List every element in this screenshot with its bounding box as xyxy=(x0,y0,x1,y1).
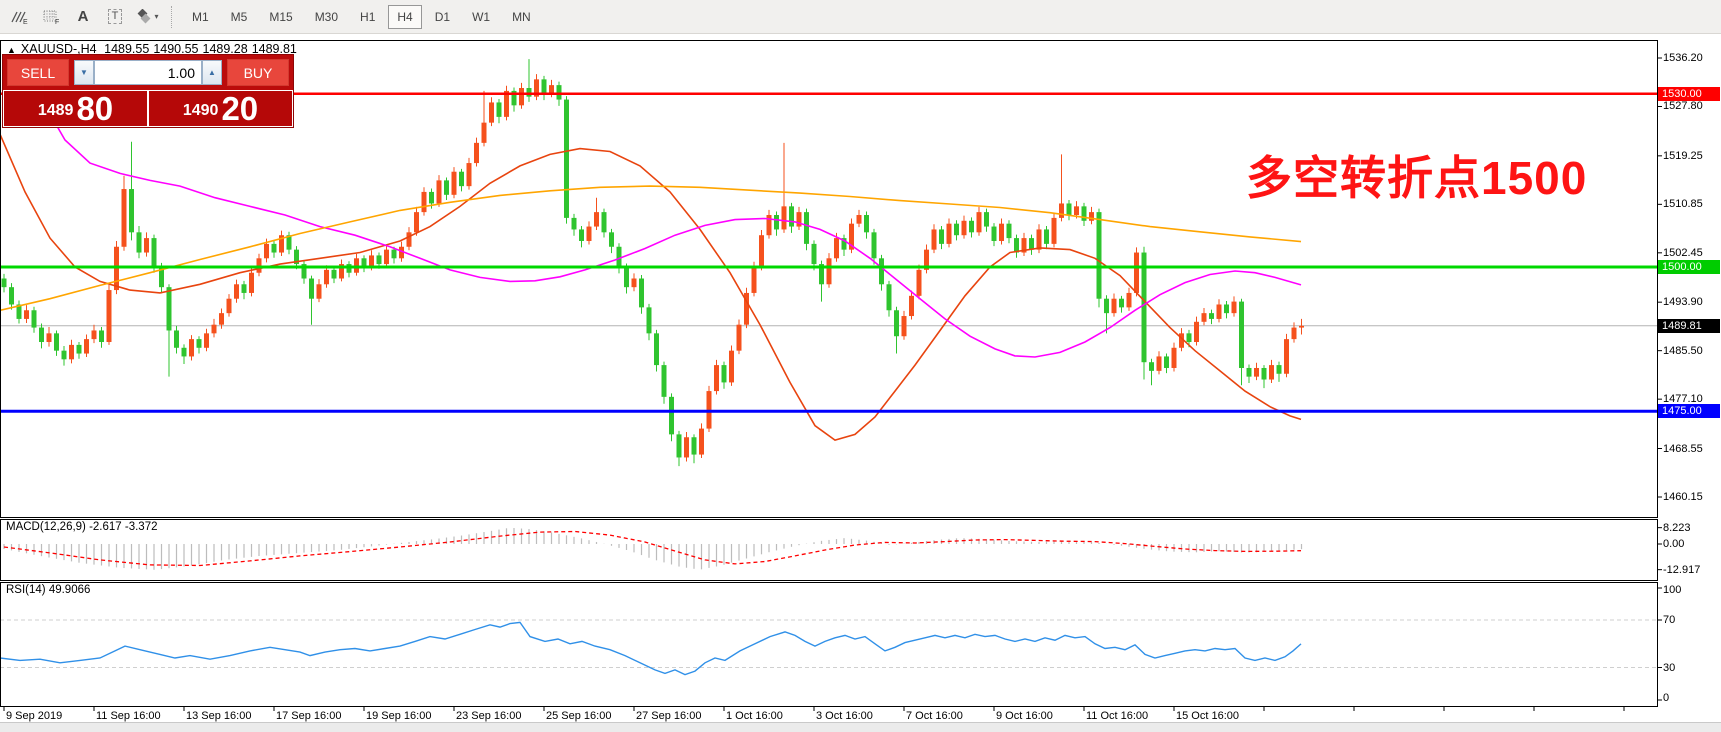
candles xyxy=(1,59,1304,467)
ohlc-close: 1489.81 xyxy=(251,42,297,56)
time-tick-label: 9 Oct 16:00 xyxy=(996,710,1053,722)
macd-tick-label: 0.00 xyxy=(1663,538,1685,550)
boxed-t-icon: T xyxy=(107,9,123,24)
buy-button[interactable]: BUY xyxy=(227,59,289,86)
buy-price-pips: 20 xyxy=(221,90,259,127)
rsi-tick-label: 0 xyxy=(1663,692,1670,704)
timeframe-button-group: M1 M5 M15 M30 H1 H4 D1 W1 MN xyxy=(181,4,542,29)
volume-decrease-button[interactable]: ▼ xyxy=(74,60,94,85)
time-tick-label: 9 Sep 2019 xyxy=(6,710,63,722)
time-tick-label: 13 Sep 16:00 xyxy=(186,710,252,722)
time-tick-label: 19 Sep 16:00 xyxy=(366,710,432,722)
price-tick-label: 1502.45 xyxy=(1663,246,1703,259)
price-tick-label: 1485.50 xyxy=(1663,344,1703,357)
letter-a-icon: A xyxy=(77,8,89,25)
buy-price-main: 1490 xyxy=(182,102,219,119)
time-tick-label: 27 Sep 16:00 xyxy=(636,710,702,722)
time-tick-label: 25 Sep 16:00 xyxy=(546,710,612,722)
time-tick-label: 3 Oct 16:00 xyxy=(816,710,873,722)
sell-price-pips: 80 xyxy=(76,90,114,127)
macd-label: MACD(12,26,9) -2.617 -3.372 xyxy=(6,521,158,533)
price-tick-label: 1493.90 xyxy=(1663,296,1703,309)
timeframe-m15[interactable]: M15 xyxy=(260,5,301,29)
one-click-trading-panel: SELL ▼ ▲ BUY 1489 80 1490 20 xyxy=(3,55,293,127)
toolbar: E F A T ▾ M1 M5 M15 M30 H1 H4 D1 W1 MN xyxy=(0,0,1721,34)
macd-tick-label: 8.223 xyxy=(1663,521,1691,534)
price-tick-label: 1468.55 xyxy=(1663,442,1703,455)
timeframe-h4[interactable]: H4 xyxy=(388,4,422,29)
macd-histogram xyxy=(3,527,1303,570)
diamonds-icon xyxy=(138,9,151,24)
sell-price-button[interactable]: 1489 80 xyxy=(3,90,148,127)
buy-price-button[interactable]: 1490 20 xyxy=(148,90,293,127)
text-annotation-button[interactable]: A xyxy=(70,4,96,30)
price-tick-label: 1460.15 xyxy=(1663,490,1703,503)
rsi-tick-label: 70 xyxy=(1663,614,1676,626)
ohlc-open: 1489.55 xyxy=(104,42,150,56)
timeframe-mn[interactable]: MN xyxy=(503,5,540,29)
time-tick-label: 11 Sep 16:00 xyxy=(96,710,161,722)
price-badge-1489.81: 1489.81 xyxy=(1658,318,1720,333)
ohlc-high: 1490.55 xyxy=(153,42,199,56)
ma-slow xyxy=(0,185,1302,312)
timeframe-m30[interactable]: M30 xyxy=(306,5,347,29)
timeframe-d1[interactable]: D1 xyxy=(426,5,459,29)
svg-text:E: E xyxy=(23,19,28,25)
time-tick-label: 11 Oct 16:00 xyxy=(1086,710,1149,722)
panel-border xyxy=(0,582,1658,707)
text-box-button[interactable]: T xyxy=(102,4,128,30)
macd-tick-label: -12.917 xyxy=(1663,563,1701,576)
grid-pattern-icon[interactable]: F xyxy=(38,4,64,30)
timeframe-w1[interactable]: W1 xyxy=(463,5,499,29)
ma-fast xyxy=(0,133,1302,441)
price-badge-1530.00: 1530.00 xyxy=(1658,86,1720,101)
collapse-arrow-icon[interactable]: ▲ xyxy=(7,45,16,55)
macd-signal-line xyxy=(3,530,1302,567)
sell-button[interactable]: SELL xyxy=(7,59,69,86)
time-tick-label: 17 Sep 16:00 xyxy=(276,710,342,722)
annotation-text: 多空转折点1500 xyxy=(1246,152,1588,204)
symbol-period-label: XAUUSD-,H4 xyxy=(20,42,97,56)
volume-increase-button[interactable]: ▲ xyxy=(202,60,222,85)
ohlc-low: 1489.28 xyxy=(202,42,248,56)
price-tick-label: 1527.80 xyxy=(1663,100,1703,113)
trade-controls-row: SELL ▼ ▲ BUY xyxy=(3,55,293,90)
timeframe-h1[interactable]: H1 xyxy=(351,5,384,29)
chevron-down-icon: ▾ xyxy=(154,12,159,21)
panel-border xyxy=(0,519,1658,581)
time-tick-label: 23 Sep 16:00 xyxy=(456,710,522,722)
panel-border xyxy=(0,40,1658,518)
chart-title: ▲ XAUUSD-,H4 1489.55 1490.55 1489.28 1489.81 xyxy=(7,42,301,56)
ma-mid xyxy=(27,70,1302,358)
timeframe-m5[interactable]: M5 xyxy=(222,5,257,29)
dotted-grid-icon: F xyxy=(43,10,59,25)
price-badge-1500.00: 1500.00 xyxy=(1658,259,1720,274)
toolbar-separator xyxy=(171,5,173,28)
hatch-icon: E xyxy=(10,11,28,25)
trade-prices-row: 1489 80 1490 20 xyxy=(3,90,293,127)
time-tick-label: 15 Oct 16:00 xyxy=(1176,710,1239,722)
sell-price-main: 1489 xyxy=(37,102,74,119)
rsi-label: RSI(14) 49.9066 xyxy=(6,584,91,596)
indicators-icon[interactable]: E xyxy=(6,4,32,30)
rsi-tick-label: 100 xyxy=(1663,584,1682,596)
price-badge-1475.00: 1475.00 xyxy=(1658,404,1720,419)
volume-input[interactable] xyxy=(94,60,202,85)
svg-text:F: F xyxy=(55,19,59,25)
window-bottom-strip xyxy=(0,722,1721,732)
rsi-tick-label: 30 xyxy=(1663,661,1676,674)
time-tick-label: 7 Oct 16:00 xyxy=(906,710,963,722)
price-tick-label: 1519.25 xyxy=(1663,149,1703,162)
timeframe-m1[interactable]: M1 xyxy=(183,5,218,29)
time-tick-label: 1 Oct 16:00 xyxy=(726,710,783,722)
color-scheme-button[interactable]: ▾ xyxy=(134,4,160,30)
price-tick-label: 1510.85 xyxy=(1663,198,1703,211)
rsi-line xyxy=(0,621,1302,676)
price-tick-label: 1477.10 xyxy=(1663,393,1703,406)
price-tick-label: 1536.20 xyxy=(1663,52,1703,64)
